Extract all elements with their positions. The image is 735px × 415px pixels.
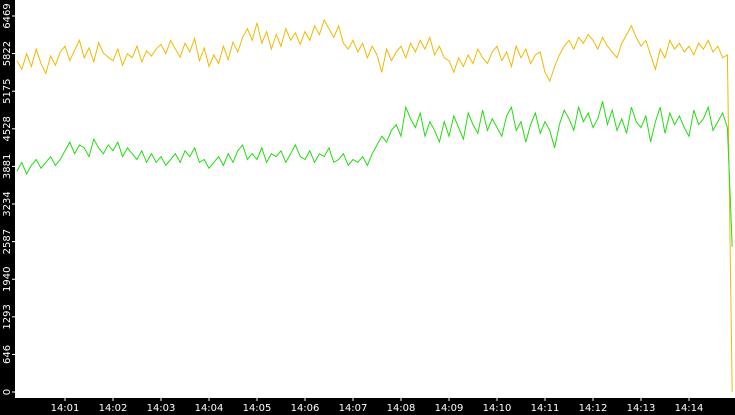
- x-tick-label: 14:01: [51, 403, 80, 414]
- y-tick-label: 3234: [2, 191, 13, 216]
- x-tick-label: 14:04: [195, 403, 224, 414]
- x-tick-label: 14:08: [387, 403, 416, 414]
- y-tick-label: 4528: [2, 116, 13, 141]
- y-tick-label: 5175: [2, 78, 13, 103]
- y-tick-label: 1293: [2, 304, 13, 329]
- y-tick-label: 6469: [2, 3, 13, 28]
- x-tick-label: 14:07: [339, 403, 368, 414]
- y-tick-label: 2587: [2, 229, 13, 254]
- series-line: [16, 18, 733, 393]
- x-tick-label: 14:05: [243, 403, 272, 414]
- y-tick-label: 1940: [2, 267, 13, 292]
- y-tick-label: 646: [2, 345, 13, 364]
- x-tick-label: 14:12: [579, 403, 608, 414]
- y-tick-label: 0: [2, 389, 13, 395]
- x-tick-label: 14:06: [291, 403, 320, 414]
- series-line: [16, 101, 733, 247]
- y-axis-band: [0, 0, 15, 415]
- x-tick-label: 14:11: [531, 403, 560, 414]
- x-tick-label: 14:09: [435, 403, 464, 414]
- x-tick-label: 14:10: [483, 403, 512, 414]
- y-tick-label: 3881: [2, 154, 13, 179]
- x-tick-label: 14:02: [99, 403, 128, 414]
- x-tick-label: 14:14: [675, 403, 704, 414]
- x-axis-band: [0, 398, 735, 415]
- x-tick-label: 14:03: [147, 403, 176, 414]
- x-tick-label: 14:13: [627, 403, 656, 414]
- y-tick-label: 5822: [2, 41, 13, 66]
